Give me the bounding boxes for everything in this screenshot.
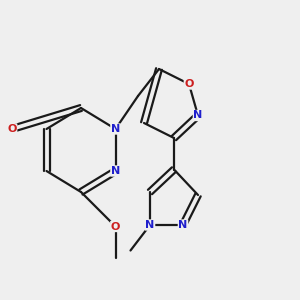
Text: N: N [194,110,202,121]
Text: O: O [111,221,120,232]
Text: N: N [111,124,120,134]
Text: O: O [184,79,194,89]
Text: N: N [178,220,188,230]
Text: N: N [146,220,154,230]
Text: O: O [7,124,17,134]
Text: N: N [111,166,120,176]
